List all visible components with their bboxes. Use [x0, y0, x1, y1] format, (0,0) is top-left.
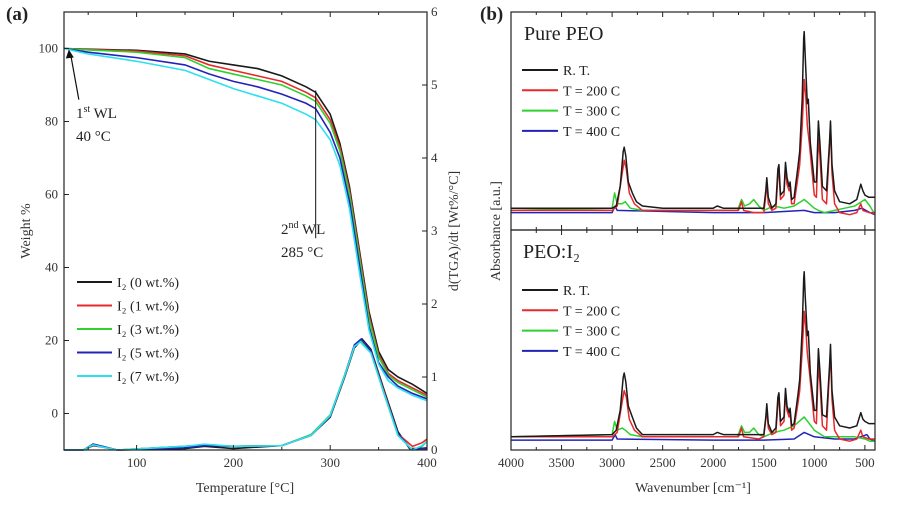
x-tick-label-a: 300	[320, 455, 340, 470]
y-tick-label-a: 0	[52, 406, 59, 421]
arrow-head-icon	[65, 49, 74, 59]
annotation-temperature: 285 °C	[281, 245, 323, 261]
legend-label-b: R. T.	[563, 284, 590, 299]
legend-label-a: I₂ (3 wt.%)	[117, 323, 179, 338]
dtg-line-4	[64, 340, 428, 451]
legend-label-b: T = 300 C	[563, 325, 620, 340]
y2-tick-label-a: 6	[431, 4, 438, 19]
weight-line-1	[63, 47, 428, 396]
y-tick-label-a: 100	[39, 41, 59, 56]
x-axis-label-a: Temperature [°C]	[196, 481, 294, 496]
y-tick-label-a: 60	[45, 187, 58, 202]
x-tick-label-b: 1500	[751, 455, 777, 470]
y2-tick-label-a: 5	[431, 77, 438, 92]
x-tick-label-b: 3000	[599, 455, 625, 470]
panel-label-a: (a)	[6, 4, 28, 25]
legend-label-b: T = 400 C	[563, 125, 620, 140]
legend-label-b: T = 300 C	[563, 105, 620, 120]
spectrum-line	[510, 192, 876, 216]
legend-label-b: T = 400 C	[563, 345, 620, 360]
x-tick-label-a: 400	[417, 455, 437, 470]
y-tick-label-a: 40	[45, 260, 58, 275]
spectrum-line	[510, 271, 875, 438]
panel-label-b: (b)	[480, 4, 503, 25]
legend-label-a: I₂ (5 wt.%)	[117, 347, 179, 362]
y-tick-label-a: 20	[45, 333, 58, 348]
x-tick-label-a: 100	[127, 455, 147, 470]
weight-line-4	[63, 47, 428, 402]
y2-tick-label-a: 4	[431, 150, 438, 165]
y-axis-label-a: Weight %	[19, 203, 34, 259]
x-axis-label-b: Wavenumber [cm⁻¹]	[635, 481, 751, 496]
annotation-label: 2nd WL	[281, 220, 325, 238]
legend-label-b: T = 200 C	[563, 304, 620, 319]
annotation-temperature: 40 °C	[76, 129, 111, 145]
y-axis-label-b: Absorbance [a.u.]	[489, 181, 504, 281]
annotation-label: 1st WL	[76, 104, 117, 122]
x-tick-label-b: 3500	[549, 455, 575, 470]
weight-line-3	[63, 47, 428, 400]
x-tick-label-b: 2500	[650, 455, 676, 470]
x-tick-label-a: 200	[224, 455, 244, 470]
plot-frame-b-1	[510, 229, 876, 451]
subplot-title-pure-peo: Pure PEO	[524, 23, 603, 45]
arrow-line	[70, 55, 80, 100]
y-tick-label-a: 80	[45, 114, 58, 129]
legend-label-b: R. T.	[563, 64, 590, 79]
y2-tick-label-a: 0	[431, 442, 438, 457]
x-tick-label-b: 500	[855, 455, 875, 470]
spectrum-line	[511, 30, 875, 209]
x-tick-label-b: 1000	[801, 455, 827, 470]
ftir-plot: R. T. T = 200 C T = 300 C T = 400 C R. T. T =…	[498, 11, 876, 470]
weight-line-2	[63, 47, 428, 398]
y2-tick-label-a: 2	[431, 296, 438, 311]
subplot-title-peo-i2: PEO:I₂	[523, 241, 580, 263]
x-tick-label-b: 4000	[498, 455, 524, 470]
spectrum-line	[511, 431, 876, 442]
legend-label-b: T = 200 C	[563, 84, 620, 99]
legend-label-a: I₂ (1 wt.%)	[117, 300, 179, 315]
legend-label-a: I₂ (0 wt.%)	[117, 276, 179, 291]
y2-tick-label-a: 1	[431, 369, 438, 384]
weight-line-0	[63, 47, 428, 395]
legend-label-a: I₂ (7 wt.%)	[117, 370, 179, 385]
x-tick-label-b: 2000	[700, 455, 726, 470]
y2-tick-label-a: 3	[431, 223, 438, 238]
y2-axis-label-a: d(TGA)/dt [Wt%/°C]	[447, 171, 462, 291]
